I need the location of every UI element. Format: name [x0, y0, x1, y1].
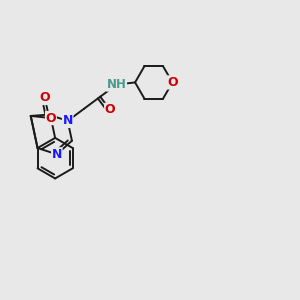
Text: O: O: [105, 103, 115, 116]
Text: N: N: [62, 114, 73, 128]
Text: NH: NH: [106, 78, 127, 91]
Text: N: N: [52, 148, 62, 161]
Text: O: O: [167, 76, 178, 89]
Text: O: O: [46, 112, 56, 124]
Text: O: O: [40, 92, 50, 104]
